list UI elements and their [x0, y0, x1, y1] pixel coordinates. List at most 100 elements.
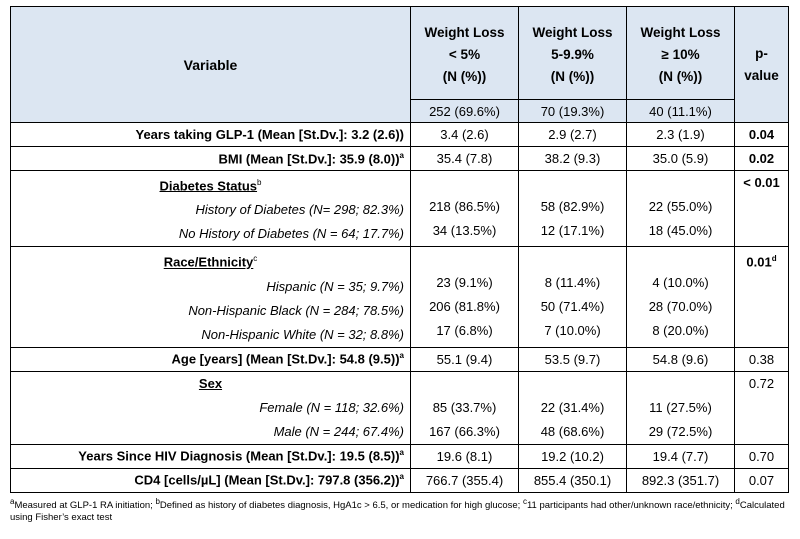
- sub-label: Hispanic (N = 35; 9.7%): [266, 278, 404, 294]
- row-label: Age [years] (Mean [St.Dv.]: 54.8 (9.5))a: [10, 346, 411, 372]
- group-header-line: (N (%)): [658, 69, 703, 84]
- footnote-marker: b: [155, 496, 160, 506]
- sub-label: Non-Hispanic White (N = 32; 8.8%): [201, 326, 404, 342]
- cell: 28 (70.0%): [648, 299, 713, 315]
- cell: 22 (55.0%): [648, 199, 713, 214]
- cell: 50 (71.4%): [540, 299, 605, 315]
- footnote-marker: a: [399, 448, 404, 458]
- cell: 55.1 (9.4): [410, 346, 519, 372]
- p-value: < 0.01: [743, 175, 780, 190]
- group-header-5-10: Weight Loss 5-9.9% (N (%)): [518, 6, 627, 100]
- sub-label: Male (N = 244; 67.4%): [273, 423, 404, 439]
- table-group-diabetes: Diabetes Statusb History of Diabetes (N=…: [10, 169, 789, 248]
- group-header-line: 5-9.9%: [551, 47, 594, 62]
- group-cells: 22 (55.0%) 18 (45.0%): [626, 169, 735, 248]
- cell: 18 (45.0%): [648, 223, 713, 238]
- cell: 17 (6.8%): [436, 323, 493, 339]
- row-label: CD4 [cells/µL] (Mean [St.Dv.]: 797.8 (35…: [10, 467, 411, 493]
- p-value-cell: < 0.01: [734, 169, 789, 248]
- p-value-header-line: value: [744, 67, 779, 83]
- group-label-cell: Diabetes Statusb History of Diabetes (N=…: [10, 169, 411, 248]
- cell: 29 (72.5%): [648, 423, 713, 439]
- cell: 35.0 (5.9): [626, 146, 735, 171]
- group-title: Sex: [17, 372, 404, 396]
- group-label-cell: Sex Female (N = 118; 32.6%) Male (N = 24…: [10, 370, 411, 445]
- row-label-text: Age [years] (Mean [St.Dv.]: 54.8 (9.5)): [171, 351, 400, 367]
- cell: 58 (82.9%): [540, 199, 605, 214]
- p-value: 0.38: [734, 346, 789, 372]
- group-label-cell: Race/Ethnicityc Hispanic (N = 35; 9.7%) …: [10, 246, 411, 348]
- cell: 48 (68.6%): [540, 423, 605, 439]
- cell: 4 (10.0%): [652, 275, 709, 291]
- sub-label: History of Diabetes (N= 298; 82.3%): [195, 202, 404, 218]
- footnote-marker: a: [10, 496, 15, 506]
- variable-header: Variable: [10, 6, 411, 123]
- header-row: Variable Weight Loss < 5% (N (%)) Weight…: [10, 6, 789, 123]
- cell: 34 (13.5%): [432, 223, 497, 238]
- footnote-marker: a: [399, 150, 404, 160]
- cell: 23 (9.1%): [436, 275, 493, 291]
- cell: 8 (20.0%): [652, 323, 709, 339]
- p-value-wrap: 0.01d: [741, 247, 782, 274]
- group-header-line: (N (%)): [442, 69, 487, 84]
- cell: 35.4 (7.8): [410, 146, 519, 171]
- row-label-text: CD4 [cells/µL] (Mean [St.Dv.]: 797.8 (35…: [134, 472, 400, 488]
- group-header-ge10: Weight Loss ≥ 10% (N (%)): [626, 6, 735, 100]
- footnote-marker: d: [735, 496, 740, 506]
- results-table: Variable Weight Loss < 5% (N (%)) Weight…: [10, 6, 789, 493]
- group-n-ge10: 40 (11.1%): [626, 99, 735, 123]
- row-label: BMI (Mean [St.Dv.]: 35.9 (8.0))a: [10, 146, 411, 171]
- p-value-header: p- value: [734, 6, 789, 123]
- table-row-age: Age [years] (Mean [St.Dv.]: 54.8 (9.5))a…: [10, 346, 789, 372]
- row-label-text: BMI (Mean [St.Dv.]: 35.9 (8.0)): [218, 151, 400, 167]
- table-container: Variable Weight Loss < 5% (N (%)) Weight…: [10, 6, 790, 524]
- cell: 85 (33.7%): [432, 399, 497, 415]
- p-value-cell: 0.01d: [734, 246, 789, 348]
- cell: 3.4 (2.6): [410, 122, 519, 147]
- group-header-line: < 5%: [448, 47, 481, 62]
- cell: 11 (27.5%): [649, 399, 712, 415]
- group-cells: 23 (9.1%) 206 (81.8%) 17 (6.8%): [410, 246, 519, 348]
- table-group-race: Race/Ethnicityc Hispanic (N = 35; 9.7%) …: [10, 246, 789, 348]
- cell: 8 (11.4%): [544, 275, 601, 291]
- group-n-lt5: 252 (69.6%): [410, 99, 519, 123]
- cell: 22 (31.4%): [540, 399, 605, 415]
- footnote-marker: c: [253, 254, 258, 264]
- sub-label: Non-Hispanic Black (N = 284; 78.5%): [188, 302, 404, 318]
- p-value: 0.01: [746, 254, 772, 270]
- row-label: Years taking GLP-1 (Mean [St.Dv.]: 3.2 (…: [10, 122, 411, 147]
- group-cells: 4 (10.0%) 28 (70.0%) 8 (20.0%): [626, 246, 735, 348]
- row-label-text: Years taking GLP-1 (Mean [St.Dv.]: 3.2 (…: [135, 127, 405, 142]
- p-value: 0.07: [734, 467, 789, 493]
- cell: 2.3 (1.9): [626, 122, 735, 147]
- group-header-line: (N (%)): [550, 69, 595, 84]
- footnote-text: Measured at GLP-1 RA initiation;: [14, 499, 156, 511]
- group-header-lt5: Weight Loss < 5% (N (%)): [410, 6, 519, 100]
- cell: 167 (66.3%): [429, 423, 500, 439]
- cell: 19.2 (10.2): [518, 443, 627, 469]
- p-value: 0.70: [734, 443, 789, 469]
- group-title-text: Race/Ethnicity: [163, 254, 254, 270]
- footnote-text: Defined as history of diabetes diagnosis…: [159, 499, 523, 511]
- group-cells: 11 (27.5%) 29 (72.5%): [626, 370, 735, 445]
- group-n-row: 252 (69.6%) 70 (19.3%) 40 (11.1%): [11, 99, 789, 123]
- p-value: 0.72: [748, 375, 775, 391]
- row-label: Years Since HIV Diagnosis (Mean [St.Dv.]…: [10, 443, 411, 469]
- cell: 218 (86.5%): [429, 199, 500, 214]
- cell: 766.7 (355.4): [410, 467, 519, 493]
- group-n-5-10: 70 (19.3%): [518, 99, 627, 123]
- row-label-text: Years Since HIV Diagnosis (Mean [St.Dv.]…: [78, 448, 400, 464]
- group-title-text: Diabetes Status: [159, 178, 258, 194]
- table-footnote: aMeasured at GLP-1 RA initiation; bDefin…: [10, 496, 790, 524]
- group-title-text: Sex: [198, 375, 223, 391]
- group-header-line: Weight Loss: [532, 25, 613, 40]
- footnote-text: 11 participants had other/unknown race/e…: [526, 499, 736, 511]
- group-header-line: Weight Loss: [424, 25, 505, 40]
- cell: 38.2 (9.3): [518, 146, 627, 171]
- group-cells: 218 (86.5%) 34 (13.5%): [410, 169, 519, 248]
- table-row-hiv: Years Since HIV Diagnosis (Mean [St.Dv.]…: [10, 443, 789, 469]
- group-cells: 58 (82.9%) 12 (17.1%): [518, 169, 627, 248]
- sub-label: No History of Diabetes (N = 64; 17.7%): [178, 226, 404, 242]
- group-cells: 22 (31.4%) 48 (68.6%): [518, 370, 627, 445]
- table-group-sex: Sex Female (N = 118; 32.6%) Male (N = 24…: [10, 370, 789, 445]
